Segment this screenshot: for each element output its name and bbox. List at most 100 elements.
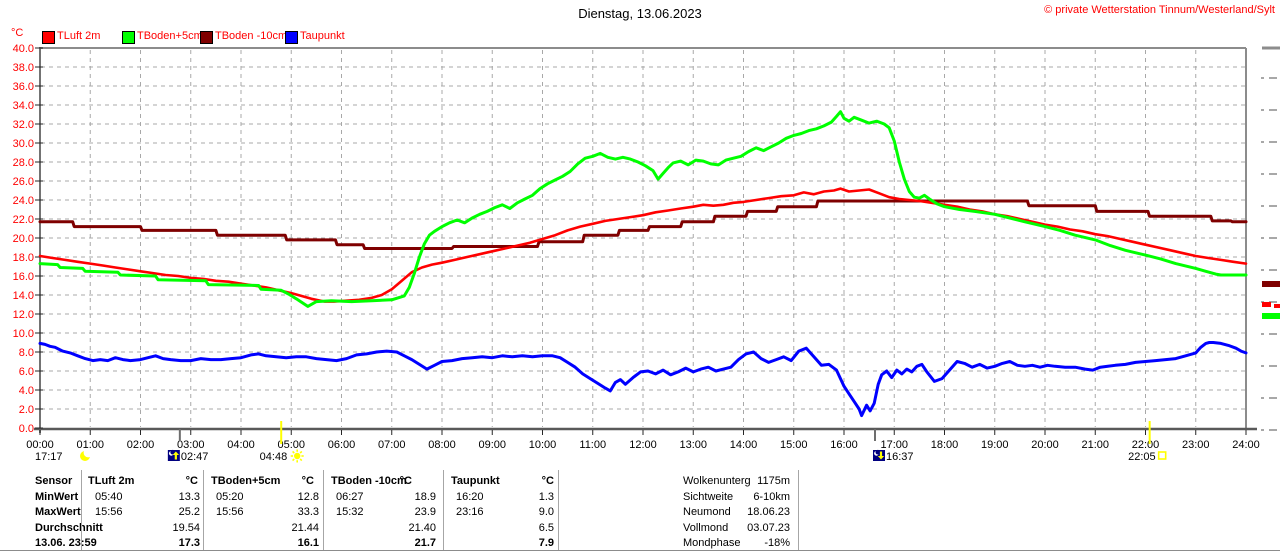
table-avg-value: 21.40 xyxy=(408,522,436,534)
x-tick-label: 01:00 xyxy=(76,439,104,451)
page-title: Dienstag, 13.06.2023 xyxy=(578,6,702,21)
moon-icon xyxy=(80,448,93,461)
x-tick-label: 24:00 xyxy=(1232,439,1260,451)
table-avg-value: 6.5 xyxy=(538,522,554,534)
copyright-notice: © private Wetterstation Tinnum/Westerlan… xyxy=(1044,4,1275,16)
next-chart-series-mark xyxy=(1274,304,1280,308)
table-col-unit: °C xyxy=(185,475,198,487)
legend-label-tboden-5cm: TBoden+5cm xyxy=(137,30,203,42)
x-tick-label: 03:00 xyxy=(177,439,205,451)
y-tick-label: 26.0 xyxy=(13,176,34,188)
y-tick-label: 4.0 xyxy=(19,385,34,397)
y-tick-label: 2.0 xyxy=(19,404,34,416)
x-tick-label: 21:00 xyxy=(1081,439,1109,451)
series-line-tboden-5cm xyxy=(38,110,1248,308)
table-max-time: 15:56 xyxy=(95,506,123,518)
y-tick-label: 18.0 xyxy=(13,252,34,264)
series-line-tboden-10cm xyxy=(38,199,1248,250)
y-tick-label: 40.0 xyxy=(13,43,34,55)
legend-swatch-taupunkt xyxy=(285,31,298,44)
table-max-value: 33.3 xyxy=(297,506,319,518)
next-chart-series-mark xyxy=(1262,313,1280,319)
x-tick-label: 15:00 xyxy=(780,439,808,451)
table-max-value: 9.0 xyxy=(538,506,554,518)
y-tick-label: 28.0 xyxy=(13,157,34,169)
x-tick-label: 07:00 xyxy=(378,439,406,451)
legend-label-taupunkt: Taupunkt xyxy=(300,30,345,42)
table-col-unit: °C xyxy=(301,475,314,487)
info-value: 1175m xyxy=(757,475,790,487)
table-last-value: 17.3 xyxy=(178,537,200,549)
table-col-header: Taupunkt xyxy=(451,475,500,487)
x-tick-label: 14:00 xyxy=(730,439,758,451)
table-min-time: 06:27 xyxy=(336,491,364,503)
table-max-time: 23:16 xyxy=(456,506,484,518)
x-tick-label: 23:00 xyxy=(1182,439,1210,451)
y-tick-label: 22.0 xyxy=(13,214,34,226)
table-separator xyxy=(323,470,324,551)
x-tick-label: 22:00 xyxy=(1132,439,1160,451)
table-col-unit: °C xyxy=(399,475,412,487)
y-tick-label: 14.0 xyxy=(13,290,34,302)
info-value: 03.07.23 xyxy=(747,522,790,534)
table-separator xyxy=(81,470,82,551)
table-max-time: 15:56 xyxy=(216,506,244,518)
series-line-taupunkt xyxy=(38,341,1248,418)
info-value: 6-10km xyxy=(753,491,790,503)
info-label: Sichtweite xyxy=(683,491,734,503)
table-avg-value: 21.44 xyxy=(291,522,319,534)
table-separator xyxy=(443,470,444,551)
table-min-time: 05:40 xyxy=(95,491,123,503)
x-tick-label: 05:00 xyxy=(277,439,305,451)
moonset-icon xyxy=(873,449,886,461)
y-tick-label: 10.0 xyxy=(13,328,34,340)
sun-icon xyxy=(290,449,304,463)
table-max-value: 25.2 xyxy=(178,506,200,518)
table-row-label: MaxWert xyxy=(35,506,81,518)
table-separator xyxy=(798,470,799,551)
x-tick-label: 12:00 xyxy=(629,439,657,451)
y-tick-label: 36.0 xyxy=(13,81,34,93)
y-tick-label: 12.0 xyxy=(13,309,34,321)
x-tick-label: 00:00 xyxy=(26,439,54,451)
table-col-header: TBoden+5cm xyxy=(211,475,281,487)
info-label: Vollmond xyxy=(683,522,729,534)
table-min-value: 13.3 xyxy=(178,491,200,503)
table-min-value: 18.9 xyxy=(414,491,436,503)
table-last-value: 7.9 xyxy=(538,537,554,549)
table-row-label: 13.06. 23:59 xyxy=(35,537,97,549)
x-tick-label: 06:00 xyxy=(328,439,356,451)
sun-moon-event-time: 16:37 xyxy=(886,451,914,463)
sun-moon-event-time: 17:17 xyxy=(35,451,63,463)
y-tick-label: 32.0 xyxy=(13,119,34,131)
bottom-border xyxy=(0,550,1280,551)
sun-moon-event-time: 04:48 xyxy=(260,451,288,463)
y-tick-label: 0.0 xyxy=(19,423,34,435)
x-tick-label: 11:00 xyxy=(579,439,606,451)
table-col-header: TBoden -10cm xyxy=(331,475,407,487)
table-min-value: 1.3 xyxy=(538,491,554,503)
table-row-label: MinWert xyxy=(35,491,79,503)
table-row-label: Durchschnitt xyxy=(35,522,103,534)
sunset-icon xyxy=(1157,451,1167,460)
y-tick-label: 34.0 xyxy=(13,100,34,112)
x-tick-label: 16:00 xyxy=(830,439,858,451)
table-separator xyxy=(203,470,204,551)
legend-label-tboden-10cm: TBoden -10cm xyxy=(215,30,288,42)
table-row-label: Sensor xyxy=(35,475,73,487)
info-label: Wolkenunterg xyxy=(683,475,751,487)
sun-moon-event-time: 22:05 xyxy=(1128,451,1156,463)
y-tick-label: 8.0 xyxy=(19,347,34,359)
x-tick-label: 09:00 xyxy=(478,439,506,451)
sun-moon-event-time: 02:47 xyxy=(181,451,209,463)
next-chart-series-mark xyxy=(1262,302,1271,307)
x-tick-label: 02:00 xyxy=(127,439,155,451)
x-tick-label: 04:00 xyxy=(227,439,255,451)
table-last-value: 16.1 xyxy=(297,537,319,549)
legend-label-tluft-2m: TLuft 2m xyxy=(57,30,101,42)
moonrise-icon xyxy=(167,449,180,461)
legend-swatch-tluft-2m xyxy=(42,31,55,44)
x-tick-label: 13:00 xyxy=(679,439,707,451)
info-value: -18% xyxy=(764,537,790,549)
